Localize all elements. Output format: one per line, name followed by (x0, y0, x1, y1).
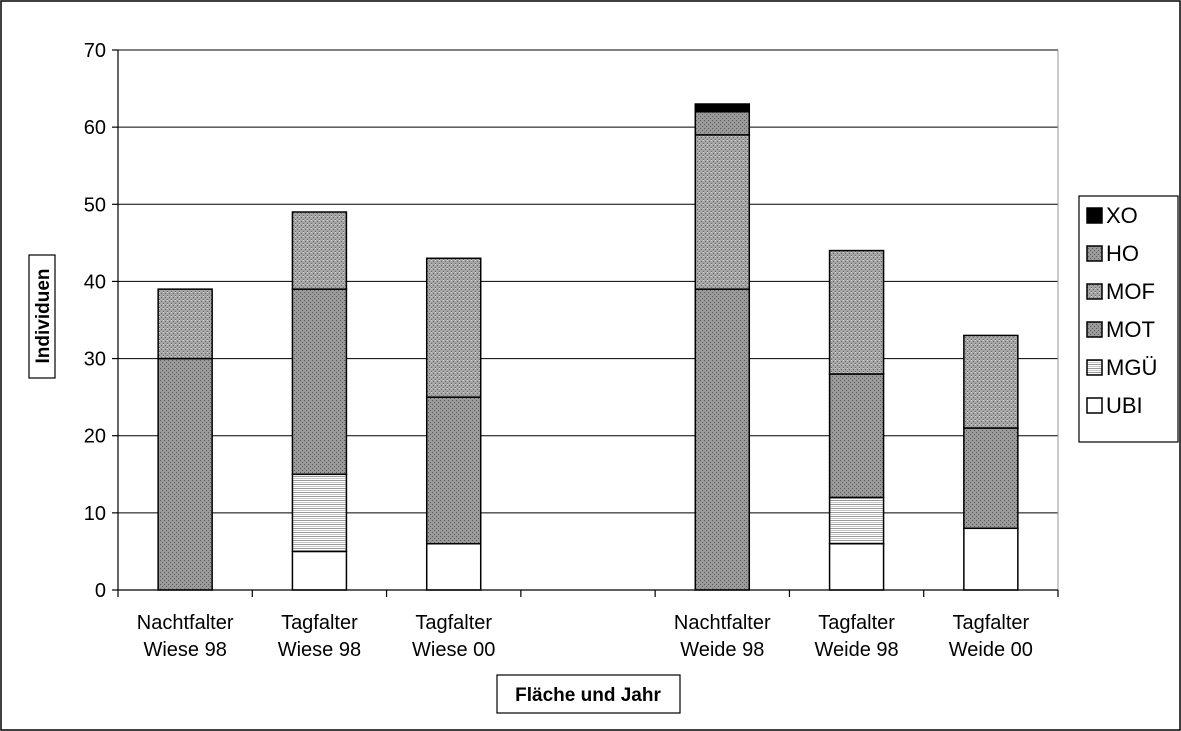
legend-swatch-ubi (1086, 397, 1103, 414)
bar-segment-mof (963, 334, 1019, 429)
bar-segment-xo (694, 103, 751, 113)
bar-segment-mof (291, 211, 348, 290)
legend-label-ho: HO (1106, 241, 1139, 266)
legend-swatch-ho (1086, 245, 1103, 262)
legend-label-ubi: UBI (1106, 393, 1143, 418)
bar-segment-ubi (963, 527, 1019, 591)
y-tick-label: 70 (84, 40, 106, 62)
x-tick-label: Nachtfalter (674, 612, 771, 634)
x-tick-label: Wiese 00 (412, 639, 495, 661)
legend-label-mgü: MGÜ (1106, 355, 1157, 380)
legend-swatch-xo (1086, 207, 1103, 224)
x-tick-label: Weide 98 (680, 639, 764, 661)
bar-segment-mgü (828, 496, 885, 545)
grid-lines (118, 49, 1059, 590)
y-axis-title-box: Individuen (28, 254, 56, 379)
legend-label-mot: MOT (1106, 317, 1155, 342)
y-tick-label: 60 (84, 117, 106, 139)
bar-segment-ubi (291, 550, 348, 591)
y-tick-label: 10 (84, 503, 106, 525)
x-tick-label: Weide 00 (949, 639, 1033, 661)
bar-segment-mot (157, 357, 213, 591)
y-tick-label: 40 (84, 271, 106, 293)
bar-segment-mot (694, 288, 751, 591)
bar-segment-ho (694, 110, 751, 136)
y-tick-label: 0 (95, 580, 106, 602)
x-tick-label: Tagfalter (281, 612, 358, 634)
x-axis-title-box: Fläche und Jahr (496, 674, 681, 714)
x-tick-label: Nachtfalter (137, 612, 234, 634)
y-tick-label: 20 (84, 426, 106, 448)
legend-swatch-mof (1086, 283, 1103, 300)
bar-segment-ubi (828, 542, 885, 591)
bar-segment-mof (694, 134, 751, 290)
bars (157, 103, 1019, 591)
axes (112, 49, 1059, 597)
bar-segment-mof (157, 288, 213, 360)
x-tick-label: Tagfalter (952, 612, 1029, 634)
bar-segment-mot (425, 396, 482, 545)
bar-segment-ubi (425, 542, 482, 591)
x-axis-title: Fläche und Jahr (515, 685, 661, 706)
bar-segment-mot (963, 427, 1019, 530)
x-tick-label: Tagfalter (818, 612, 895, 634)
legend-swatch-mot (1086, 321, 1103, 338)
bar-segment-mot (291, 288, 348, 476)
y-tick-label: 30 (84, 349, 106, 371)
legend: XO HO MOF MOT MGÜ UBI (1078, 195, 1179, 443)
bar-segment-mot (828, 373, 885, 499)
y-tick-label: 50 (84, 194, 106, 216)
x-tick-labels: Nachtfalter Wiese 98 Tagfalter Wiese 98 Tagf… (137, 612, 1033, 661)
x-tick-label: Wiese 98 (278, 639, 361, 661)
y-axis-title: Individuen (33, 269, 54, 364)
x-tick-label: Tagfalter (415, 612, 492, 634)
legend-swatch-mgü (1086, 359, 1103, 376)
x-tick-label: Wiese 98 (143, 639, 226, 661)
bar-segment-mof (425, 257, 482, 398)
bar-segment-mgü (291, 473, 348, 553)
y-tick-labels: 0 10 20 30 40 50 60 70 (84, 40, 106, 602)
x-tick-label: Weide 98 (815, 639, 899, 661)
bar-segment-mof (828, 249, 885, 375)
legend-label-xo: XO (1106, 203, 1138, 228)
legend-label-mof: MOF (1106, 279, 1155, 304)
